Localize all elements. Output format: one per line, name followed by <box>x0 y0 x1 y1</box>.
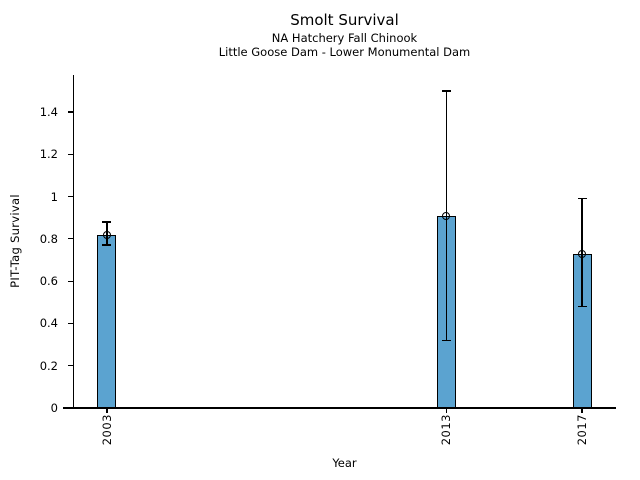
y-tick <box>68 365 73 367</box>
x-tick-label: 2013 <box>439 414 454 446</box>
data-point-marker <box>578 249 587 258</box>
y-tick-label: 0.2 <box>39 358 58 373</box>
y-tick-label: 0.6 <box>39 274 58 289</box>
y-tick-label: 1.2 <box>39 147 58 162</box>
chart-subtitle-line2: Little Goose Dam - Lower Monumental Dam <box>218 45 471 59</box>
y-tick <box>68 322 73 325</box>
error-bar-cap-bottom <box>577 305 587 308</box>
chart-title: Smolt Survival <box>290 11 399 29</box>
chart-subtitle-line1: NA Hatchery Fall Chinook <box>271 31 418 45</box>
error-bar-cap-bottom <box>441 339 451 342</box>
y-tick <box>68 153 73 155</box>
y-tick-label: 1 <box>50 189 58 204</box>
error-bar-cap-bottom <box>102 244 112 246</box>
y-tick <box>68 195 73 198</box>
x-tick-label: 2003 <box>99 414 114 446</box>
y-axis-spine <box>73 75 75 408</box>
error-bar-cap-top <box>102 221 112 223</box>
x-axis-spine <box>63 407 616 409</box>
x-tick-label: 2017 <box>575 414 590 446</box>
x-tick <box>581 408 583 413</box>
bar-2003 <box>97 234 117 408</box>
y-tick-label: 1.4 <box>39 105 58 119</box>
error-bar-cap-top <box>577 197 587 200</box>
error-bar-cap-top <box>441 90 451 92</box>
data-point-marker <box>442 211 451 220</box>
x-tick <box>445 408 447 413</box>
y-tick <box>68 111 73 113</box>
x-axis-label: Year <box>332 456 357 470</box>
y-tick-label: 0.8 <box>39 231 58 246</box>
y-tick-label: 0.4 <box>39 316 58 331</box>
data-point-marker <box>102 230 111 239</box>
y-tick <box>68 280 73 282</box>
y-tick <box>68 407 73 409</box>
y-tick-label: 0 <box>50 401 58 415</box>
y-tick <box>68 238 73 240</box>
x-tick <box>106 408 108 413</box>
